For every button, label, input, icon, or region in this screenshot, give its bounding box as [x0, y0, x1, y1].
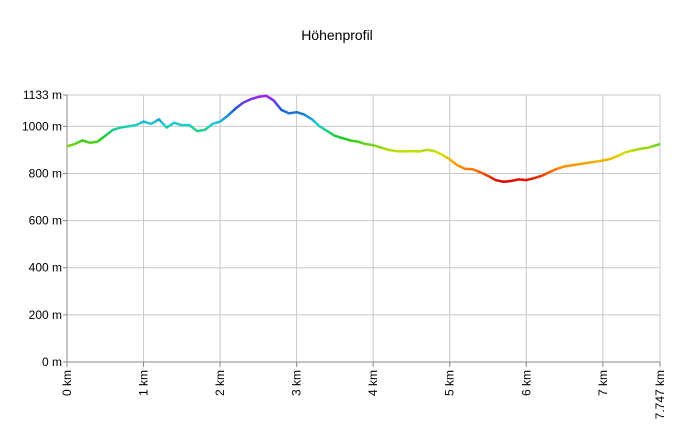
x-tick-label: 5 km — [443, 370, 457, 396]
elevation-line — [66, 94, 661, 183]
y-tick-label: 200 m — [29, 308, 62, 322]
x-tick-label: 7.747 km — [653, 370, 667, 419]
y-tick-label: 1133 m — [23, 88, 62, 102]
chart-title: Höhenprofil — [301, 27, 373, 43]
x-tick-label: 2 km — [213, 370, 227, 396]
x-tick-label: 0 km — [60, 370, 74, 396]
x-tick-label: 3 km — [290, 370, 304, 396]
x-tick-label: 7 km — [596, 370, 610, 396]
x-tick-label: 4 km — [366, 370, 380, 396]
x-tick-label: 1 km — [137, 370, 151, 396]
y-tick-label: 400 m — [29, 261, 62, 275]
y-tick-label: 1000 m — [22, 119, 62, 133]
x-tick-label: 6 km — [519, 370, 533, 396]
y-tick-label: 0 m — [42, 355, 62, 369]
y-tick-label: 600 m — [29, 214, 62, 228]
y-tick-label: 800 m — [29, 166, 62, 180]
